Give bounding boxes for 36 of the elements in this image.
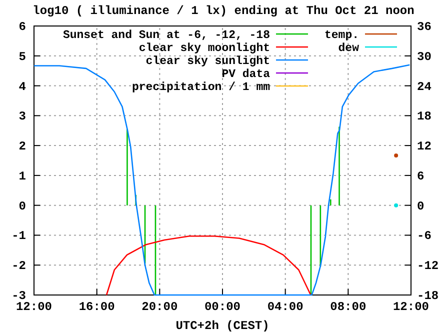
y-tick-label: 0: [18, 199, 26, 214]
x-tick-label: 12:00: [16, 300, 52, 314]
x-axis-title: UTC+2h (CEST): [176, 319, 270, 333]
y2-tick-label: 12: [417, 140, 432, 154]
y2-tick-label: 24: [417, 80, 432, 94]
x-tick-label: 00:00: [204, 300, 241, 314]
y-tick-label: 4: [18, 80, 26, 94]
legend-label: clear sky moonlight: [138, 42, 270, 55]
legend-label: Sunset and Sun at -6, -12, -18: [62, 29, 270, 42]
chart-title: log10 ( illuminance / 1 lx) ending at Thu Oct 21 noon: [32, 4, 414, 18]
x-tick-label: 08:00: [330, 300, 366, 314]
y2-tick-label: -6: [417, 229, 432, 244]
y-tick-label: 2: [18, 140, 26, 154]
y-tick-label: 3: [18, 110, 26, 124]
y2-tick-label: 30: [417, 50, 432, 64]
x-tick-label: 20:00: [142, 300, 178, 314]
y-tick-label: -1: [12, 229, 26, 244]
y2-tick-label: 0: [417, 199, 424, 214]
y2-tick-label: -18: [417, 289, 439, 303]
y-tick-label: 6: [18, 20, 26, 34]
x-tick-label: 12:00: [392, 300, 430, 314]
legend-label: dew: [338, 42, 360, 55]
legend-label: PV data: [222, 68, 270, 81]
y-tick-label: -3: [12, 289, 26, 303]
y2-tick-label: 18: [417, 110, 432, 124]
y2-tick-label: -12: [417, 259, 439, 274]
y-tick-label: -2: [12, 259, 26, 274]
legend-label: clear sky sunlight: [146, 55, 270, 68]
y2-tick-label: 36: [417, 20, 432, 34]
y-tick-label: 1: [18, 169, 26, 184]
y-tick-label: 5: [18, 50, 26, 64]
x-tick-label: 04:00: [267, 300, 304, 314]
x-tick-label: 16:00: [78, 300, 115, 314]
y2-tick-label: 6: [417, 169, 424, 184]
legend-label: precipitation / 1 mm: [132, 81, 270, 94]
legend-label: temp.: [324, 29, 359, 42]
